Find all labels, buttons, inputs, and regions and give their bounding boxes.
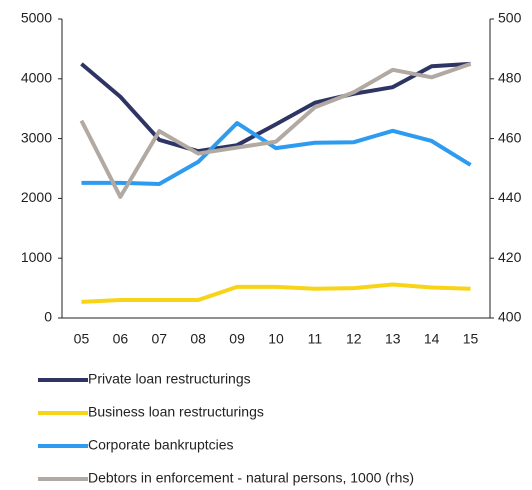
x-tick-label: 15 — [463, 331, 479, 347]
x-tick-label: 10 — [268, 331, 284, 347]
x-tick-label: 08 — [190, 331, 206, 347]
y2-tick-label: 460 — [498, 129, 522, 145]
y-tick-label: 4000 — [21, 70, 52, 86]
x-tick-label: 05 — [74, 331, 90, 347]
series-line — [79, 61, 472, 199]
y2-tick-label: 500 — [498, 10, 522, 26]
series-line — [81, 121, 472, 187]
y2-tick-label: 420 — [498, 249, 522, 265]
x-tick-label: 14 — [424, 331, 440, 347]
y2-tick-label: 440 — [498, 189, 522, 205]
y-tick-label: 3000 — [21, 129, 52, 145]
y2-tick-label: 480 — [498, 70, 522, 86]
x-tick-label: 07 — [151, 331, 167, 347]
y-tick-label: 2000 — [21, 189, 52, 205]
y-tick-label: 1000 — [21, 249, 52, 265]
x-tick-label: 06 — [113, 331, 129, 347]
series-line — [81, 282, 471, 304]
x-tick-label: 12 — [346, 331, 362, 347]
legend-label: Private loan restructurings — [88, 371, 251, 387]
y2-tick-label: 400 — [498, 309, 522, 325]
x-tick-label: 11 — [308, 331, 323, 347]
legend-label: Debtors in enforcement - natural persons… — [88, 470, 414, 486]
y-tick-label: 5000 — [21, 10, 52, 26]
x-tick-label: 09 — [229, 331, 245, 347]
series-line — [80, 61, 471, 154]
x-tick-label: 13 — [385, 331, 401, 347]
legend-label: Corporate bankruptcies — [88, 437, 234, 453]
legend-label: Business loan restructurings — [88, 404, 264, 420]
y-tick-label: 0 — [44, 309, 52, 325]
